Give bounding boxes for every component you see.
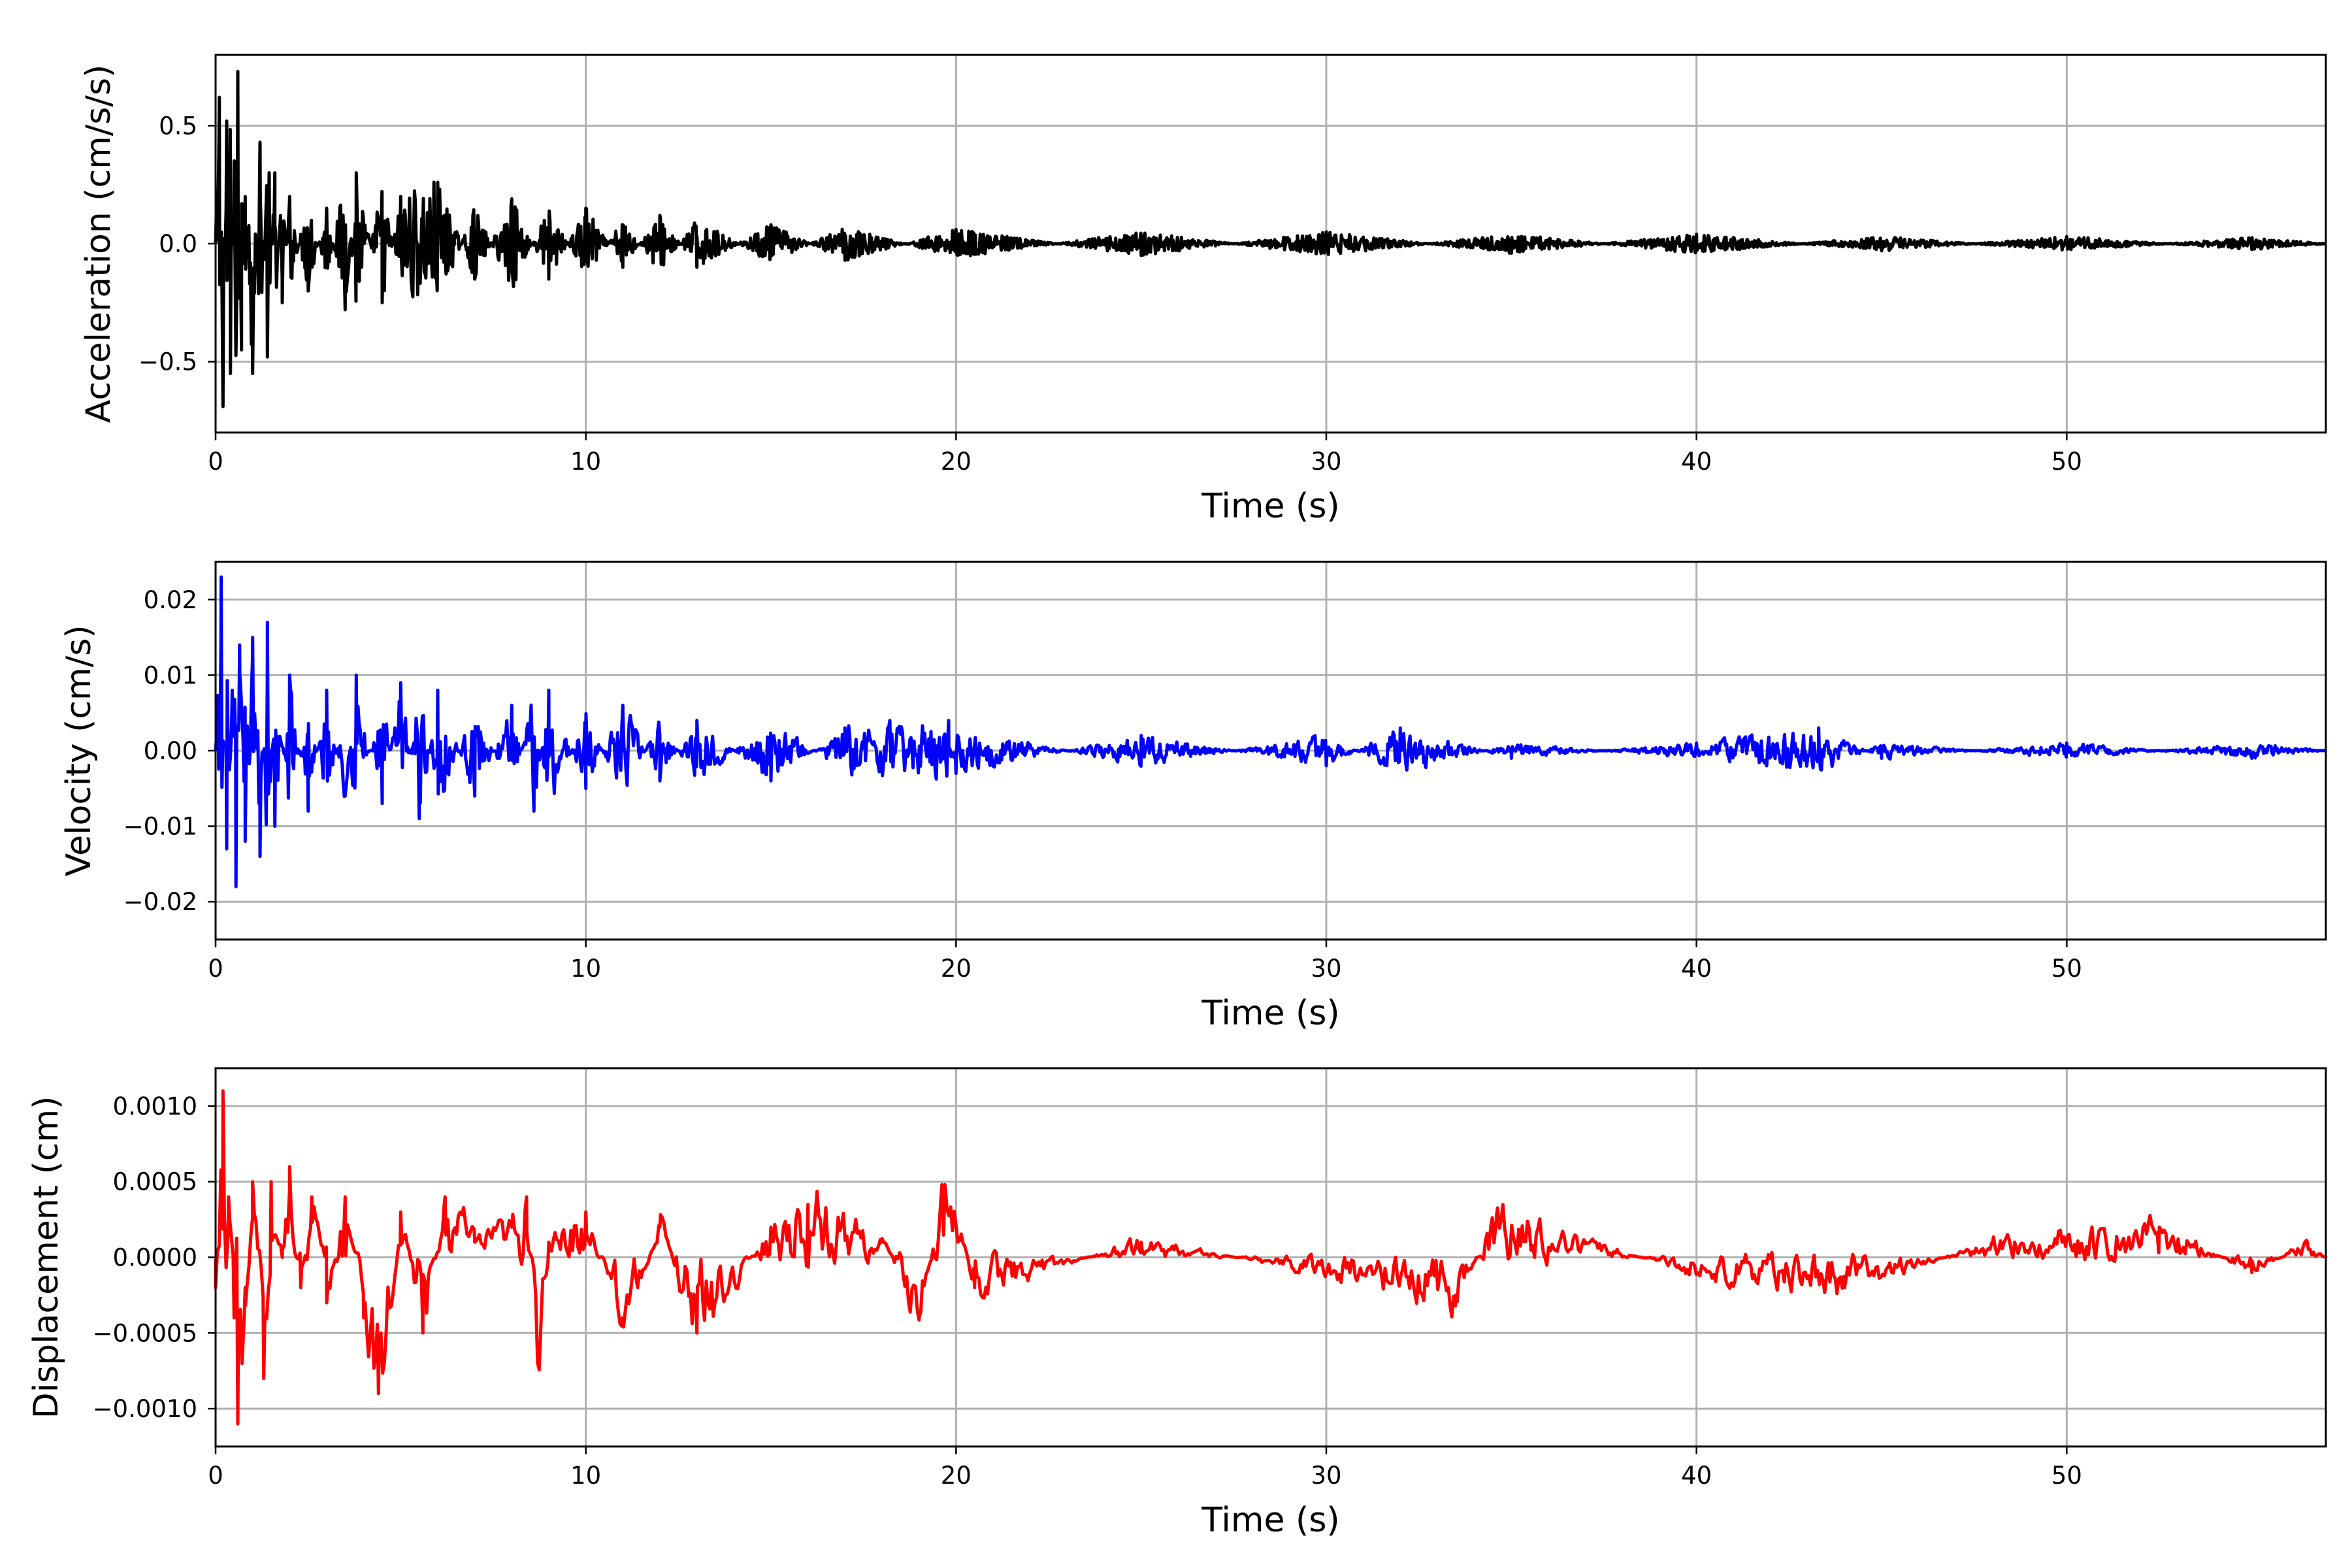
velocity-x-tick-label: 50 [2051,955,2082,983]
acceleration-y-tick-label: −0.5 [139,348,197,376]
displacement-x-tick-label: 50 [2051,1462,2082,1490]
acceleration-plot-frame [214,54,2327,434]
acceleration-x-tick-label: 20 [941,448,972,476]
acceleration-panel: 0 10 20 30 40 50 −0.5 0.0 0.5 Time (s) Accelerat… [79,54,2327,526]
velocity-y-axis-label: Velocity (cm/s) [59,625,99,877]
displacement-y-axis-label: Displacement (cm) [27,1096,66,1419]
acceleration-x-tick-label: 10 [570,448,601,476]
acceleration-x-tick-label: 50 [2051,448,2082,476]
velocity-x-tick-label: 40 [1681,955,1712,983]
acceleration-x-tick-label: 0 [208,448,223,476]
displacement-y-tick-label: 0.0005 [113,1168,197,1196]
displacement-x-tick-label: 0 [208,1462,223,1490]
displacement-x-tick-label: 10 [570,1462,601,1490]
displacement-x-axis-label: Time (s) [1201,1501,1339,1540]
acceleration-y-tick-label: 0.0 [159,230,197,258]
velocity-y-tick-label: −0.02 [123,888,197,916]
velocity-x-axis-label: Time (s) [1201,994,1339,1033]
velocity-series-line [214,575,2327,889]
acceleration-x-tick-label: 40 [1681,448,1712,476]
acceleration-x-axis-label: Time (s) [1201,487,1339,526]
displacement-y-tick-label: 0.0000 [113,1244,197,1272]
displacement-y-tick-label: −0.0005 [93,1319,197,1347]
velocity-y-tick-label: 0.00 [144,737,197,765]
acceleration-y-tick-label: 0.5 [159,112,197,140]
velocity-x-tick-label: 20 [941,955,972,983]
displacement-series-line [214,1089,2328,1426]
velocity-y-tick-label: −0.01 [123,813,197,841]
displacement-x-tick-label: 20 [941,1462,972,1490]
velocity-x-tick-label: 10 [570,955,601,983]
displacement-y-tick-label: 0.0010 [113,1092,197,1120]
displacement-x-tick-label: 30 [1311,1462,1341,1490]
acceleration-series-line [214,69,2327,408]
displacement-x-tick-label: 40 [1681,1462,1712,1490]
velocity-panel: 0 10 20 30 40 50 −0.02 −0.01 0.00 0.01 0.02 Time (… [59,561,2327,1033]
velocity-plot-frame [214,561,2327,941]
displacement-plot-frame [214,1067,2327,1448]
acceleration-y-axis-label: Acceleration (cm/s/s) [79,65,118,423]
displacement-y-tick-label: −0.0010 [93,1395,197,1423]
displacement-panel: 0 10 20 30 40 50 −0.0010 −0.0005 0.0000 0.0005 0.0… [27,1067,2328,1540]
velocity-y-tick-label: 0.01 [144,661,197,689]
velocity-x-tick-label: 30 [1311,955,1341,983]
velocity-x-tick-label: 0 [208,955,223,983]
acceleration-x-tick-label: 30 [1311,448,1341,476]
velocity-y-tick-label: 0.02 [144,586,197,614]
